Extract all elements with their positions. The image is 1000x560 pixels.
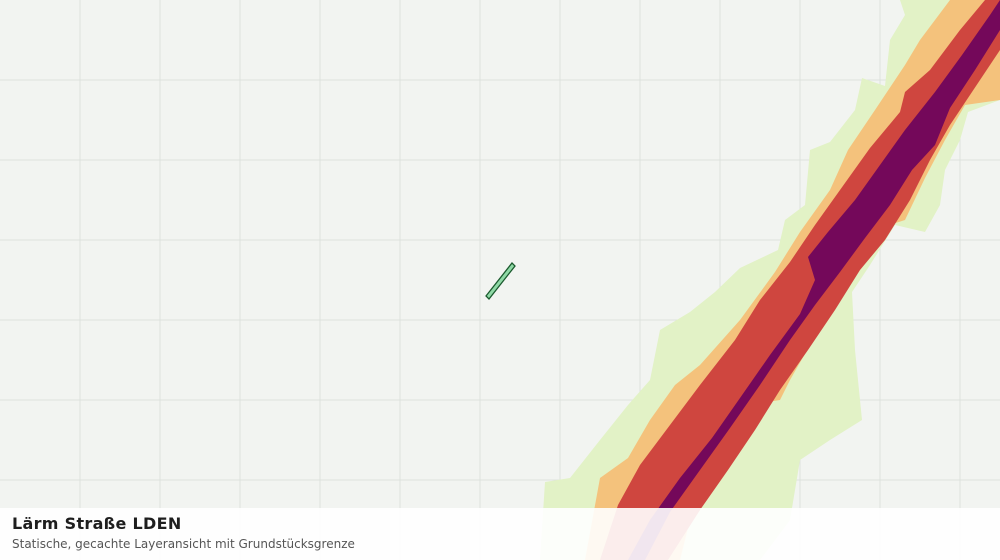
- legend-panel: Lärm Straße LDEN Statische, gecachte Lay…: [0, 508, 1000, 560]
- noise-zone-very-high: [628, 0, 1000, 560]
- legend-title: Lärm Straße LDEN: [12, 514, 182, 533]
- parcel-boundary: [485, 262, 516, 300]
- legend-subtitle: Statische, gecachte Layeransicht mit Gru…: [12, 537, 355, 551]
